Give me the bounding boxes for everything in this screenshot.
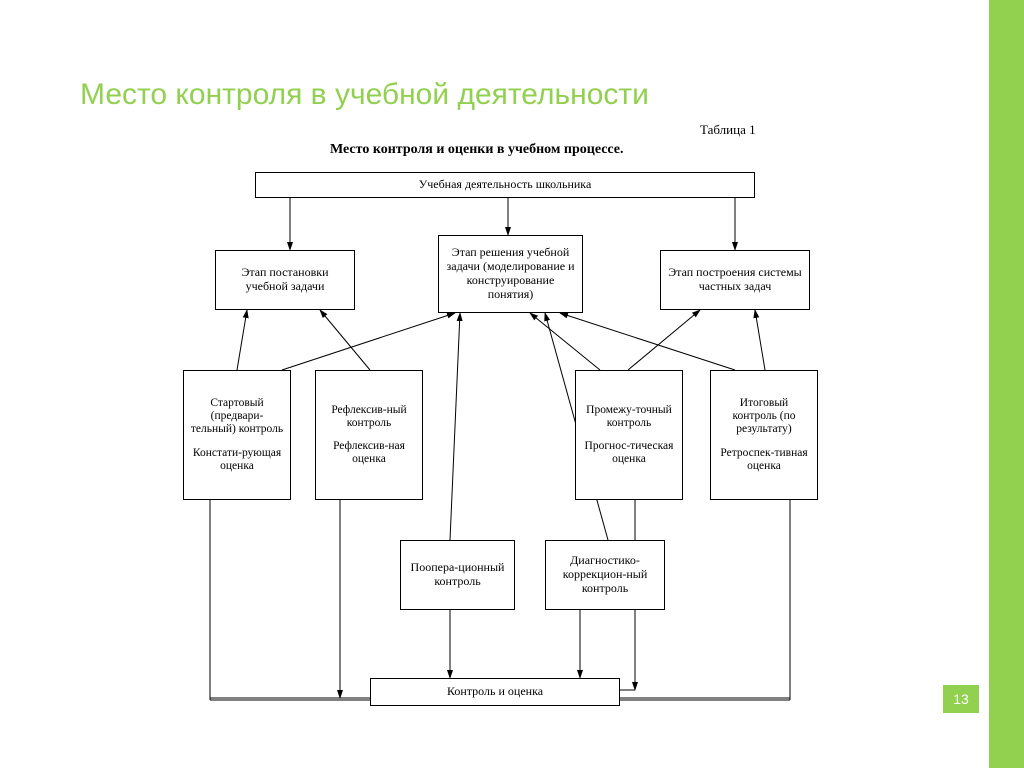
node-c2: Рефлексив-ный контрольРефлексив-ная оцен…	[315, 370, 423, 500]
node-bot: Контроль и оценка	[370, 678, 620, 706]
node-c4: Итоговый контроль (по результату)Ретросп…	[710, 370, 818, 500]
node-m2: Диагностико-коррекцион-ный контроль	[545, 540, 665, 610]
diagram-edges	[0, 0, 1024, 768]
node-c3: Промежу-точный контрольПрогнос-тическая …	[575, 370, 683, 500]
node-st2: Этап решения учебной задачи (моделирован…	[438, 235, 583, 313]
page-title: Место контроля в учебной деятельности	[80, 78, 649, 112]
node-top: Учебная деятельность школьника	[255, 172, 755, 198]
page-number: 13	[943, 685, 979, 713]
slide: Место контроля в учебной деятельности Та…	[0, 0, 1024, 768]
table-label: Таблица 1	[700, 122, 756, 138]
diagram-subtitle: Место контроля и оценки в учебном процес…	[330, 142, 624, 158]
node-m1: Поопера-ционный контроль	[400, 540, 515, 610]
node-c1: Стартовый (предвари-тельный) контрольКон…	[183, 370, 291, 500]
node-st1: Этап постановки учебной задачи	[215, 250, 355, 310]
node-st3: Этап построения системы частных задач	[660, 250, 810, 310]
